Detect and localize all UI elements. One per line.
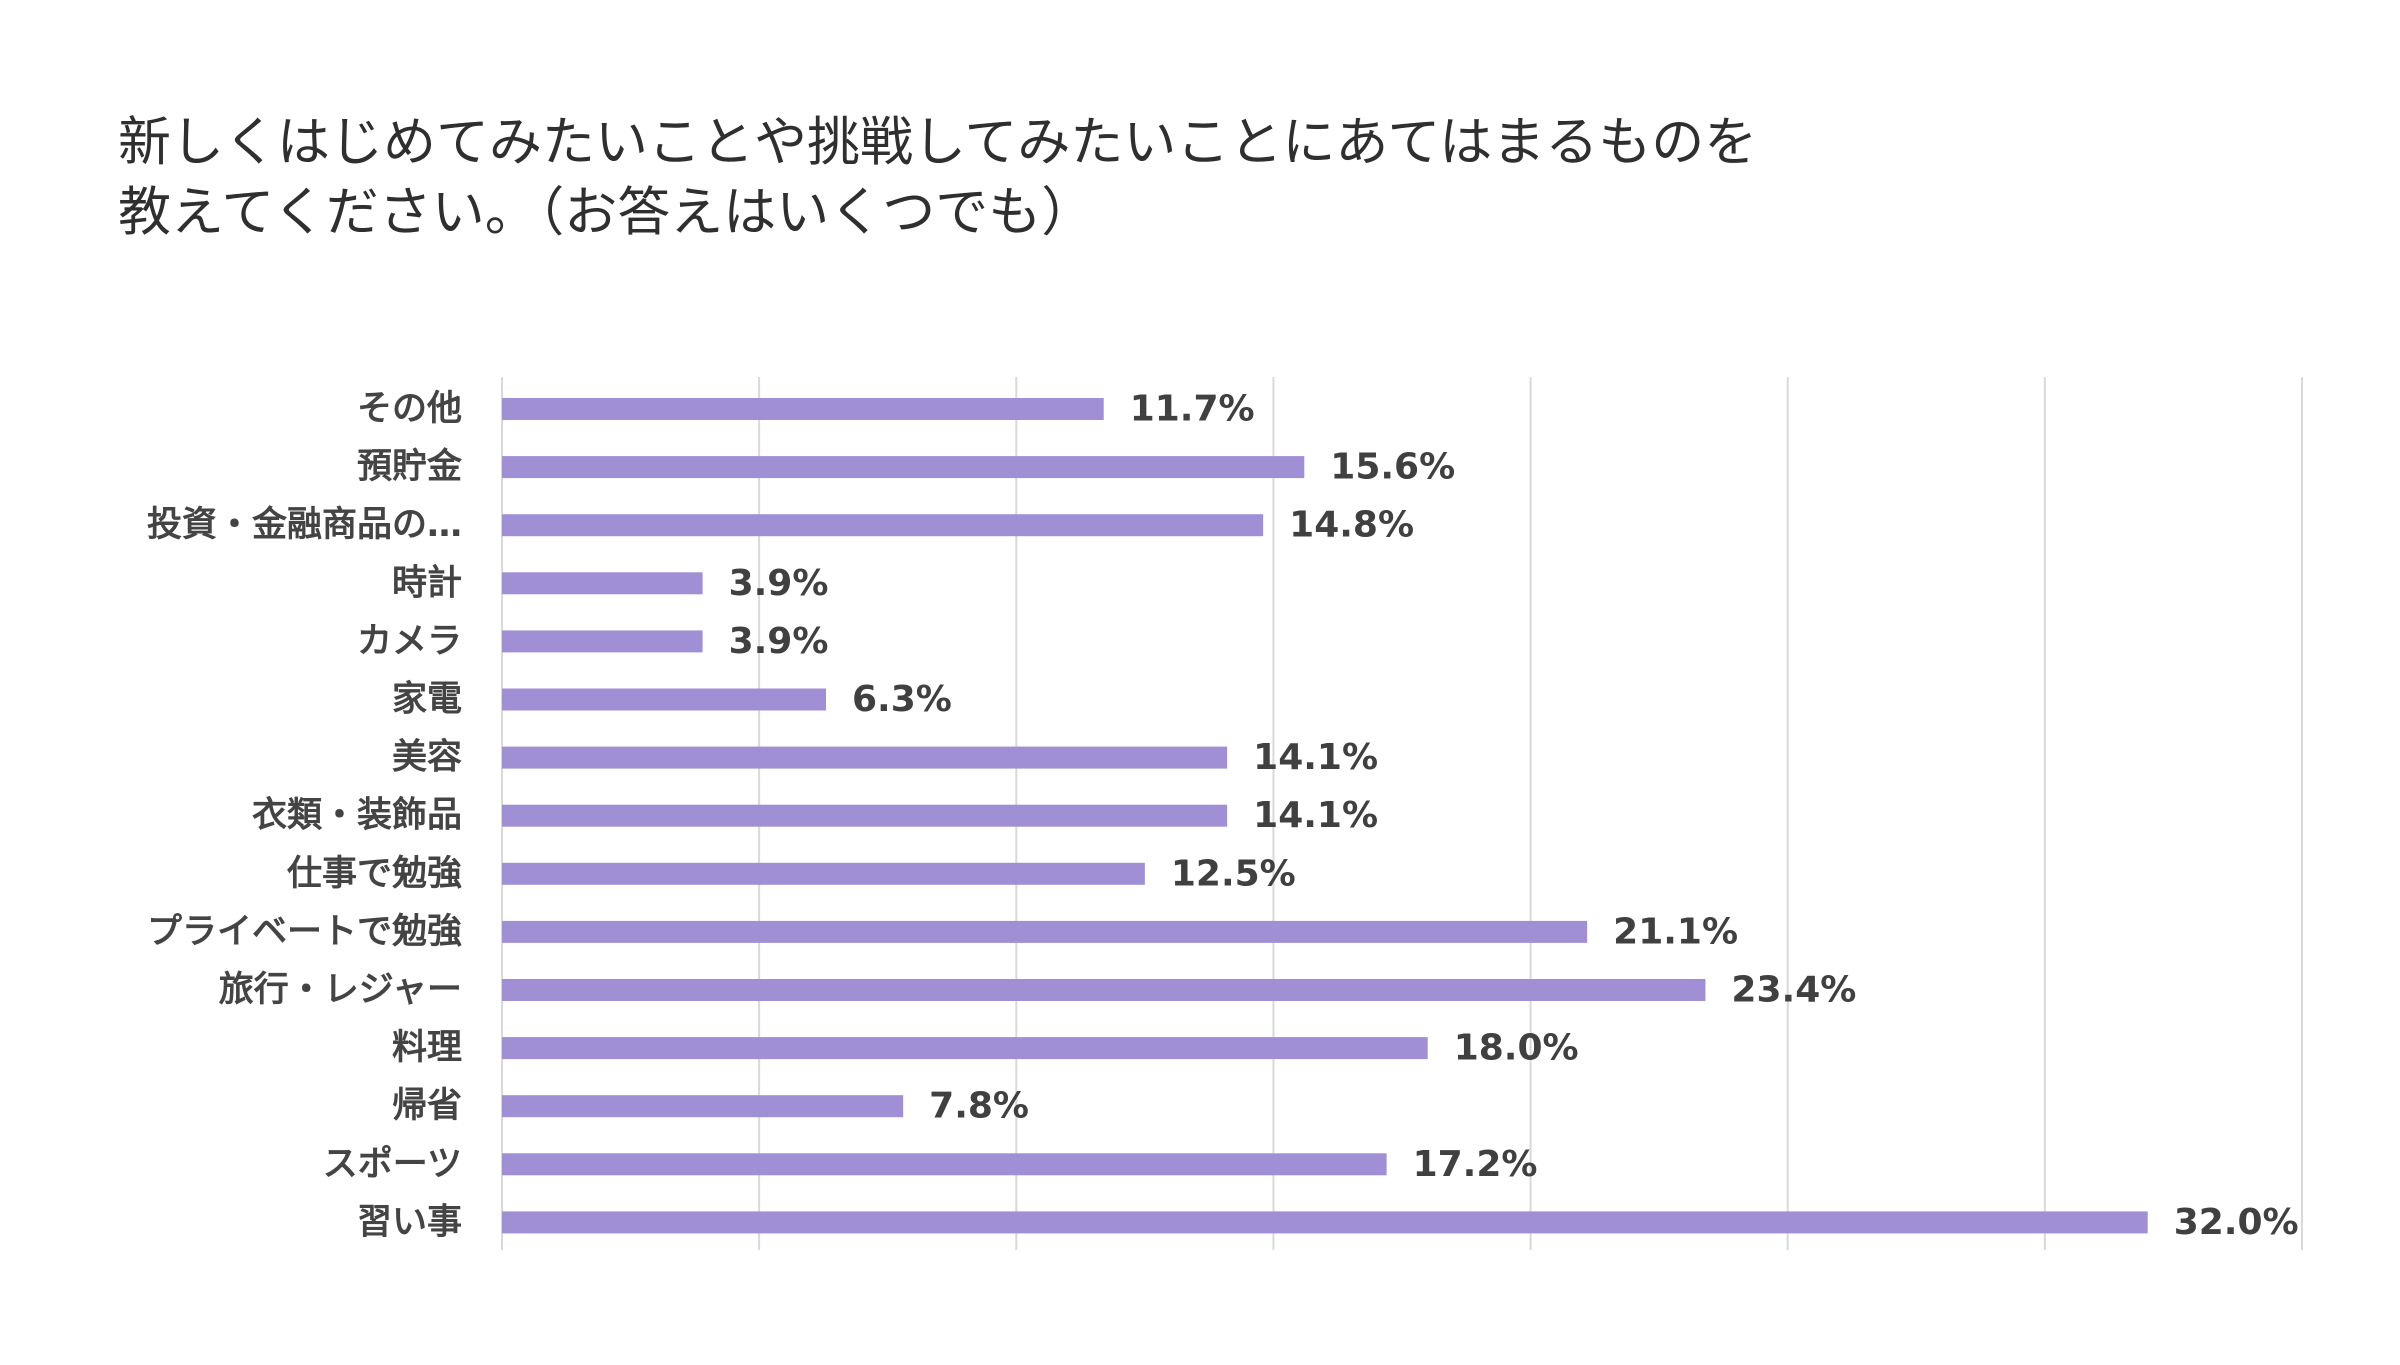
chart-title-line-1: 新しくはじめてみたいことや挑戦してみたいことにあてはまるものを <box>118 112 1758 173</box>
bar-3 <box>502 572 703 595</box>
bar-12 <box>502 1095 904 1118</box>
category-label-3: 時計 <box>392 563 462 603</box>
bar-8 <box>502 862 1145 885</box>
bar-5 <box>502 688 826 711</box>
value-label-1: 15.6% <box>1330 447 1455 488</box>
value-label-7: 14.1% <box>1253 795 1378 836</box>
value-label-2: 14.8% <box>1289 505 1414 546</box>
value-label-12: 7.8% <box>929 1086 1029 1127</box>
value-label-3: 3.9% <box>729 563 829 604</box>
value-label-13: 17.2% <box>1413 1144 1538 1185</box>
bar-2 <box>502 514 1264 537</box>
value-label-9: 21.1% <box>1613 911 1738 952</box>
bar-4 <box>502 630 703 653</box>
value-label-6: 14.1% <box>1253 737 1378 778</box>
bar-13 <box>502 1153 1387 1176</box>
value-label-8: 12.5% <box>1171 853 1296 894</box>
bar-6 <box>502 746 1228 769</box>
bar-14 <box>502 1211 2148 1234</box>
value-label-4: 3.9% <box>729 621 829 662</box>
category-label-10: 旅行・レジャー <box>219 970 462 1010</box>
category-label-13: スポーツ <box>323 1143 462 1184</box>
bar-9 <box>502 920 1588 943</box>
value-label-14: 32.0% <box>2174 1202 2299 1243</box>
value-label-11: 18.0% <box>1454 1028 1579 1069</box>
bar-1 <box>502 456 1305 479</box>
value-label-0: 11.7% <box>1130 389 1255 430</box>
category-label-5: 家電 <box>392 680 462 720</box>
category-label-9: プライベートで勉強 <box>147 912 462 952</box>
chart-value-labels: 11.7% 15.6% 14.8% 3.9% 3.9% 6.3% 14.1% 14.1% 12.… <box>729 389 2299 1243</box>
value-label-10: 23.4% <box>1731 970 1856 1011</box>
category-label-8: 仕事で勉強 <box>287 854 462 894</box>
bar-11 <box>502 1037 1428 1060</box>
category-label-11: 料理 <box>392 1028 462 1068</box>
category-label-6: 美容 <box>392 738 462 778</box>
chart-title: 新しくはじめてみたいことや挑戦してみたいことにあてはまるものを 教えてください。… <box>118 108 1757 248</box>
value-label-5: 6.3% <box>852 679 952 720</box>
category-label-0: その他 <box>357 389 462 429</box>
bar-7 <box>502 804 1228 827</box>
chart-bars <box>502 398 2148 1234</box>
chart-title-line-2: 教えてください。（お答えはいくつでも） <box>118 182 1095 243</box>
category-label-4: カメラ <box>357 621 462 661</box>
bar-0 <box>502 398 1104 420</box>
category-label-12: 帰省 <box>392 1086 462 1126</box>
category-label-7: 衣類・装飾品 <box>252 796 462 836</box>
category-label-1: 預貯金 <box>357 446 463 487</box>
category-label-14: 習い事 <box>357 1202 462 1242</box>
category-label-2: 投資・金融商品の… <box>147 504 462 545</box>
bar-10 <box>502 979 1706 1001</box>
